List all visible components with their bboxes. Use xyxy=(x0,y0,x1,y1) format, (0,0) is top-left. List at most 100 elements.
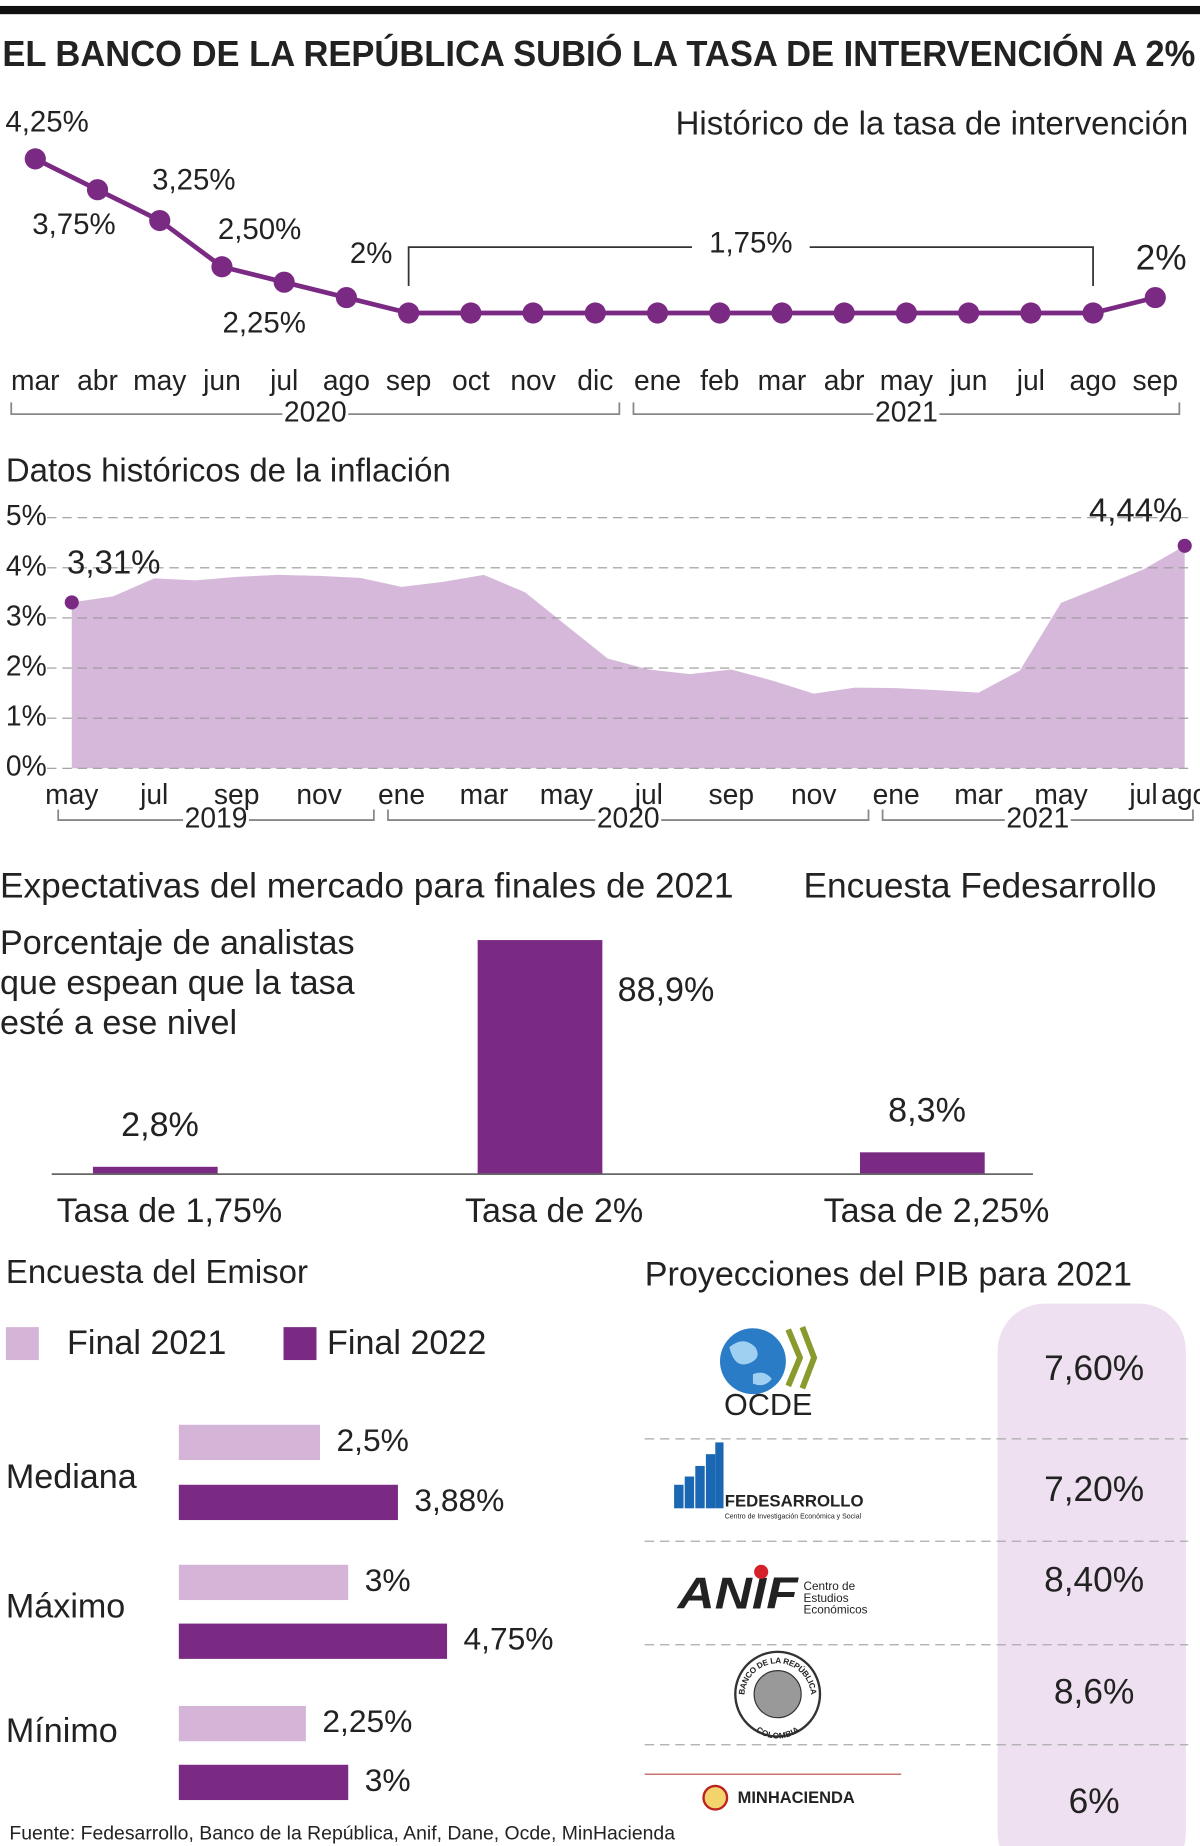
chart-title: Expectativas del mercado para finales de… xyxy=(0,867,734,906)
x-tick-label: jul xyxy=(1128,778,1157,810)
x-tick-label: may xyxy=(540,778,594,810)
value-label: 8,3% xyxy=(888,1091,966,1129)
category-label: Mediana xyxy=(6,1458,137,1496)
projection-value: 8,6% xyxy=(1054,1673,1134,1712)
rate-point xyxy=(335,287,357,309)
rate-point xyxy=(584,302,606,324)
projection-value: 8,40% xyxy=(1044,1561,1144,1600)
category-label: Mínimo xyxy=(6,1712,118,1750)
projection-value: 6% xyxy=(1069,1782,1120,1821)
projection-value: 7,20% xyxy=(1044,1470,1144,1509)
page-title: EL BANCO DE LA REPÚBLICA SUBIÓ LA TASA D… xyxy=(2,32,1195,74)
value-label: 3,31% xyxy=(67,543,160,580)
logo-subtitle: Estudios xyxy=(804,1592,849,1605)
year-bracket xyxy=(387,809,870,821)
logo-text: ANIF xyxy=(676,1569,799,1618)
value-label: 3,25% xyxy=(152,163,235,196)
year-bracket xyxy=(10,402,621,416)
y-tick-label: 3% xyxy=(6,599,47,631)
rate-point xyxy=(211,256,233,278)
rate-point xyxy=(895,302,917,324)
value-label: 4,25% xyxy=(5,105,88,138)
rate-point xyxy=(1020,302,1042,324)
value-label: 2,8% xyxy=(121,1106,199,1144)
x-tick-label: ago xyxy=(323,364,370,396)
x-tick-label: Tasa de 2,25% xyxy=(824,1192,1050,1230)
x-tick-label: may xyxy=(133,364,187,396)
x-tick-label: sep xyxy=(709,778,754,810)
x-tick-label: mar xyxy=(758,364,807,396)
logo-seal-inner xyxy=(753,1670,802,1719)
source: Fuente: Fedesarrollo, Banco de la Repúbl… xyxy=(9,1822,675,1844)
year-label: 2020 xyxy=(597,802,660,834)
value-label: 2,25% xyxy=(222,306,305,339)
x-tick-label: jul xyxy=(1016,364,1045,396)
note: que espean que la tasa xyxy=(0,964,355,1002)
x-tick-label: abr xyxy=(77,364,118,396)
rate-point xyxy=(398,302,420,324)
x-tick-label: sep xyxy=(214,778,260,810)
x-tick-label: mar xyxy=(460,778,509,810)
bar xyxy=(178,1424,320,1461)
rate-point xyxy=(522,302,544,324)
x-tick-label: sep xyxy=(1133,364,1179,396)
bar xyxy=(178,1564,349,1601)
rate-point xyxy=(1144,287,1166,309)
logo-crest xyxy=(702,1784,729,1811)
logo-text: FEDESARROLLO xyxy=(725,1493,864,1511)
bar xyxy=(178,1705,306,1742)
value-label: 2,25% xyxy=(322,1703,412,1739)
logo-stripes xyxy=(785,1326,818,1390)
year-bracket xyxy=(881,809,1194,821)
legend-label: Final 2021 xyxy=(67,1324,226,1362)
x-tick-label: oct xyxy=(452,364,490,396)
year-bracket xyxy=(57,809,375,821)
x-tick-label: nov xyxy=(510,364,556,396)
logo-subtitle: Centro de Investigación Económica y Soci… xyxy=(725,1513,862,1520)
rate-point xyxy=(833,302,855,324)
x-tick-label: feb xyxy=(700,364,739,396)
note: esté a ese nivel xyxy=(0,1004,237,1042)
x-tick-label: may xyxy=(45,778,99,810)
logo-bar xyxy=(684,1476,695,1509)
x-tick-label: ene xyxy=(873,778,920,810)
rate-point xyxy=(1082,302,1104,324)
value-label: 2,50% xyxy=(218,213,301,246)
projection-value: 7,60% xyxy=(1044,1349,1144,1388)
bar xyxy=(92,1166,218,1175)
category-label: Máximo xyxy=(6,1587,125,1625)
logo-bar xyxy=(695,1465,705,1509)
chart-subtitle: Encuesta Fedesarrollo xyxy=(803,867,1156,906)
x-tick-label: jul xyxy=(269,364,298,396)
x-tick-label: jun xyxy=(202,364,241,396)
bracket xyxy=(407,246,1094,286)
chart-title: Encuesta del Emisor xyxy=(6,1253,308,1290)
value-label: 2,5% xyxy=(336,1422,408,1458)
bar xyxy=(477,940,603,1175)
legend-swatch xyxy=(5,1327,39,1361)
x-tick-label: ene xyxy=(634,364,681,396)
bar xyxy=(860,1152,985,1175)
bar xyxy=(178,1764,349,1801)
y-tick-label: 0% xyxy=(6,750,47,782)
x-tick-label: may xyxy=(880,364,934,396)
value-label: 3,88% xyxy=(414,1482,504,1518)
logo-text: MINHACIENDA xyxy=(738,1789,855,1807)
x-tick-label: may xyxy=(1034,778,1088,810)
year-label: 2020 xyxy=(284,396,347,428)
x-tick-label: abr xyxy=(824,364,865,396)
inflation-area xyxy=(71,545,1185,769)
x-tick-label: nov xyxy=(791,778,837,810)
value-label: 3,75% xyxy=(32,208,115,241)
bracket-label: 1,75% xyxy=(709,227,792,260)
x-tick-label: nov xyxy=(296,778,342,810)
rate-point xyxy=(24,148,46,170)
x-tick-label: mar xyxy=(11,364,60,396)
top-rule xyxy=(0,5,1200,15)
value-label: 2% xyxy=(350,237,393,270)
table-title: Proyecciones del PIB para 2021 xyxy=(645,1256,1132,1294)
x-tick-label: Tasa de 2% xyxy=(465,1192,643,1230)
logo-subtitle: Económicos xyxy=(804,1604,868,1617)
year-label: 2019 xyxy=(185,802,248,834)
